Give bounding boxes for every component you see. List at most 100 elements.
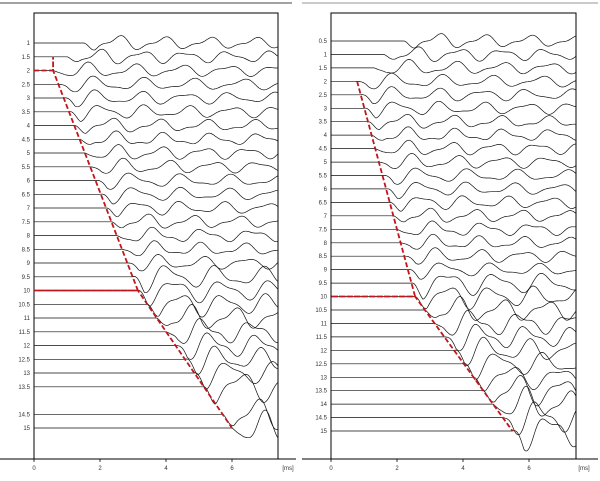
trace-label: 8 <box>324 241 328 247</box>
left-panel: 0 2 4 6 [ms]11.522.533.544.555.566.577.588.5… <box>0 12 296 472</box>
waveform-trace <box>331 59 577 75</box>
trace-label: 11 <box>321 321 328 327</box>
waveform-trace <box>34 48 279 65</box>
trace-label: 14.5 <box>18 412 30 418</box>
x-tick-label: 4 <box>461 466 465 472</box>
trace-label: 12 <box>23 344 30 350</box>
waveform-trace <box>34 374 279 405</box>
waveform-trace <box>331 296 577 321</box>
trace-label: 7 <box>324 214 328 220</box>
waveform-trace <box>331 336 577 366</box>
waveform-trace <box>34 186 279 205</box>
waveform-trace <box>34 280 279 307</box>
trace-label: 6.5 <box>22 192 31 198</box>
waveform-trace <box>34 75 279 93</box>
waveform-trace <box>34 304 279 329</box>
x-tick-label: 0 <box>329 466 333 472</box>
trace-label: 13 <box>320 375 327 381</box>
plot-frame <box>330 12 577 460</box>
x-tick-label: 2 <box>98 466 102 472</box>
trace-label: 14.5 <box>315 416 327 422</box>
trace-label: 14 <box>320 402 327 408</box>
waveform-trace <box>34 201 279 218</box>
first-arrival-pick-line <box>34 56 233 429</box>
waveform-trace <box>331 220 577 236</box>
trace-label: 10 <box>23 289 30 295</box>
waveform-trace <box>331 375 577 407</box>
trace-label: 12 <box>320 348 327 354</box>
plot-frame <box>33 12 279 460</box>
trace-label: 3 <box>27 96 31 102</box>
waveform-trace <box>331 33 577 49</box>
first-arrival-pick-line <box>331 81 514 432</box>
trace-label: 3.5 <box>319 120 328 126</box>
waveform-trace <box>331 46 577 62</box>
waveform-trace <box>331 352 577 381</box>
waveform-trace <box>331 233 577 250</box>
x-axis-label: [ms] <box>282 466 294 472</box>
trace-label: 8 <box>27 234 31 240</box>
waveform-trace <box>34 172 279 190</box>
waveform-trace <box>331 126 577 141</box>
trace-label: 5.5 <box>319 174 328 180</box>
trace-label: 4 <box>27 124 31 130</box>
waveform-trace <box>34 345 278 375</box>
trace-label: 4.5 <box>22 137 31 143</box>
trace-label: 15 <box>23 426 30 432</box>
waveform-trace <box>331 139 577 156</box>
trace-label: 9.5 <box>22 275 31 281</box>
trace-label: 10.5 <box>18 302 30 308</box>
trace-label: 13.5 <box>18 385 30 391</box>
waveform-trace <box>331 114 577 130</box>
waveform-trace <box>331 401 577 436</box>
trace-label: 4.5 <box>319 147 328 153</box>
waveform-trace <box>331 195 577 212</box>
trace-label: 1.5 <box>22 55 31 61</box>
waveform-trace <box>34 89 279 108</box>
trace-label: 2.5 <box>22 82 31 88</box>
waveform-trace <box>34 144 279 160</box>
trace-label: 0.5 <box>319 39 328 45</box>
trace-label: 9.5 <box>319 281 328 287</box>
trace-label: 10 <box>320 295 327 301</box>
trace-label: 1 <box>324 52 328 58</box>
trace-label: 6.5 <box>319 200 328 206</box>
waveform-trace <box>331 309 577 336</box>
trace-label: 5 <box>27 151 31 157</box>
x-tick-label: 2 <box>395 466 399 472</box>
waveform-trace <box>331 167 577 185</box>
trace-label: 7.5 <box>319 227 328 233</box>
waveform-trace <box>331 273 577 300</box>
trace-label: 11 <box>24 316 31 322</box>
waveform-trace <box>331 181 577 200</box>
trace-label: 13.5 <box>315 389 327 395</box>
trace-label: 7.5 <box>22 220 31 226</box>
waveform-trace <box>331 285 577 310</box>
trace-label: 3.5 <box>22 110 31 116</box>
waveform-trace <box>34 318 279 344</box>
x-tick-label: 4 <box>164 466 168 472</box>
trace-label: 8.5 <box>22 247 31 253</box>
waveform-trace <box>34 254 279 272</box>
trace-label: 1 <box>27 41 31 47</box>
waveform-trace <box>331 72 577 90</box>
waveform-trace <box>34 61 278 77</box>
x-tick-label: 6 <box>527 466 531 472</box>
trace-label: 13 <box>23 371 30 377</box>
trace-label: 1.5 <box>319 66 328 72</box>
waveform-trace <box>331 86 577 104</box>
trace-label: 11.5 <box>19 330 31 336</box>
waveform-trace <box>34 293 279 318</box>
waveform-trace <box>34 409 279 439</box>
waveform-trace <box>331 324 577 352</box>
trace-label: 12.5 <box>18 357 30 363</box>
trace-label: 9 <box>27 261 31 267</box>
trace-label: 6 <box>27 179 31 185</box>
waveform-trace <box>34 117 279 134</box>
waveform-trace <box>34 35 279 51</box>
waveform-trace <box>331 100 577 119</box>
waveform-trace <box>331 385 577 417</box>
trace-label: 5.5 <box>22 165 31 171</box>
waveform-trace <box>34 265 279 294</box>
